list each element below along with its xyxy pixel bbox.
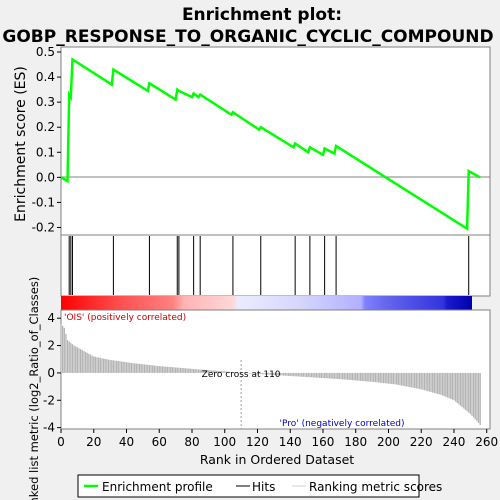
es-ylabel: Enrichment score (ES) — [13, 66, 29, 222]
legend-enrichment-label: Enrichment profile — [102, 480, 213, 494]
xtick-label: 200 — [377, 435, 400, 449]
xtick-label: 80 — [184, 435, 199, 449]
metric-ytick-label: 4 — [47, 311, 55, 325]
chart-title-line1: Enrichment plot: — [182, 5, 342, 25]
xtick-label: 60 — [152, 435, 167, 449]
metric-panel: Zero cross at 110 'OIS' (positively corr… — [43, 309, 491, 435]
metric-ytick-label: 2 — [47, 339, 55, 353]
x-ticks: 0 20 40 60 80 100 120 140 160 180 200 220 240 260 — [57, 429, 498, 449]
es-ytick-label: -0.1 — [32, 195, 55, 209]
es-panel: -0.2 -0.1 0.0 0.1 0.2 0.3 0.4 0.5 — [32, 45, 491, 236]
xtick-label: 240 — [443, 435, 466, 449]
chart-title-line2: GOBP_RESPONSE_TO_ORGANIC_CYCLIC_COMPOUND — [2, 27, 493, 47]
es-ytick-label: 0.1 — [36, 145, 55, 159]
es-ytick-label: 0.5 — [36, 45, 55, 59]
hit-lines — [68, 236, 470, 295]
legend-ranking-label: Ranking metric scores — [309, 480, 442, 494]
es-panel-bg — [60, 46, 491, 236]
xtick-label: 140 — [279, 435, 302, 449]
metric-ytick-label: -4 — [43, 421, 55, 435]
es-ytick-label: 0.4 — [36, 70, 55, 84]
xtick-label: 100 — [213, 435, 236, 449]
xtick-label: 40 — [119, 435, 134, 449]
ranking-color-bar — [61, 296, 472, 310]
x-axis-label: Rank in Ordered Dataset — [200, 452, 354, 467]
xtick-label: 20 — [86, 435, 101, 449]
negative-class-label: 'Pro' (negatively correlated) — [280, 419, 405, 429]
es-ytick-label: 0.2 — [36, 120, 55, 134]
xtick-label: 220 — [410, 435, 433, 449]
enrichment-line — [60, 57, 481, 231]
es-ytick-label: 0.0 — [36, 170, 55, 184]
xtick-label: 120 — [246, 435, 269, 449]
xtick-label: 0 — [57, 435, 65, 449]
metric-ylabel: Ranked list metric (log2_Ratio_of_Classe… — [27, 277, 41, 500]
zero-cross-label: Zero cross at 110 — [202, 370, 281, 380]
hits-panel — [60, 234, 491, 297]
hits-panel-bg — [60, 234, 491, 297]
positive-class-label: 'OIS' (positively correlated) — [64, 313, 186, 323]
xtick-label: 180 — [344, 435, 367, 449]
metric-ytick-label: 0 — [47, 366, 55, 380]
metric-bars — [60, 323, 481, 425]
metric-ytick-label: -2 — [43, 393, 55, 407]
es-ytick-label: -0.2 — [32, 220, 55, 234]
es-ytick-label: 0.3 — [36, 95, 55, 109]
xtick-label: 160 — [312, 435, 335, 449]
metric-y-ticks: -4 -2 0 2 4 — [43, 311, 61, 435]
xtick-label: 260 — [475, 435, 498, 449]
es-y-ticks: -0.2 -0.1 0.0 0.1 0.2 0.3 0.4 0.5 — [32, 45, 61, 234]
legend-hits-label: Hits — [252, 480, 275, 494]
legend: Enrichment profile Hits Ranking metric s… — [77, 474, 442, 498]
